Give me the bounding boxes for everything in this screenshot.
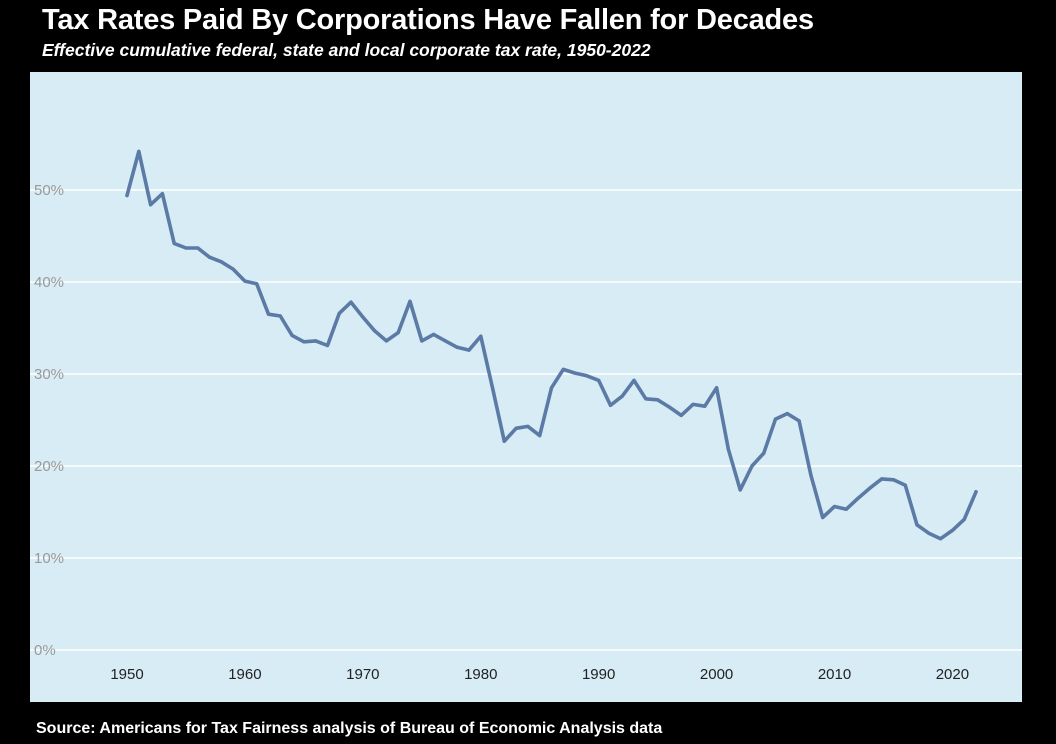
data-point-1960 (243, 279, 247, 283)
data-point-1996 (667, 405, 672, 409)
data-point-1979 (467, 348, 471, 352)
data-point-2000 (715, 386, 719, 390)
data-point-1967 (325, 343, 330, 348)
data-point-1970 (361, 315, 365, 319)
x-tick-label: 2020 (936, 666, 969, 683)
data-point-2019 (939, 537, 943, 541)
data-point-1990 (597, 378, 601, 382)
plot-panel (30, 72, 1022, 702)
source-note: Source: Americans for Tax Fairness analy… (36, 720, 663, 737)
data-point-1957 (207, 255, 212, 259)
data-point-1986 (549, 386, 554, 390)
data-point-1964 (290, 333, 294, 337)
data-point-1952 (149, 203, 153, 207)
data-point-1965 (302, 340, 306, 344)
data-point-1951 (137, 149, 141, 153)
data-point-1987 (561, 367, 565, 371)
gridlines (30, 189, 1022, 651)
data-point-2006 (785, 412, 789, 416)
data-point-1985 (538, 434, 542, 438)
data-point-1999 (703, 404, 707, 408)
data-point-1971 (373, 329, 377, 333)
data-point-1994 (644, 397, 648, 401)
data-point-1966 (314, 339, 318, 343)
data-point-1995 (656, 398, 660, 402)
data-point-2005 (773, 417, 778, 421)
x-tick-label: 1980 (464, 666, 497, 683)
series-line-0 (125, 149, 978, 541)
data-point-1974 (408, 299, 412, 303)
data-point-1956 (196, 246, 200, 250)
chart-title: Tax Rates Paid By Corporations Have Fall… (42, 4, 814, 36)
chart-subtitle: Effective cumulative federal, state and … (42, 40, 651, 60)
data-point-2015 (891, 478, 896, 482)
data-point-1980 (479, 334, 483, 338)
y-tick-label: 10% (34, 550, 64, 567)
y-axis-tick-labels: 0% 10% 20% 30% 40% 50% (34, 182, 64, 659)
data-point-1984 (526, 424, 530, 428)
x-tick-label: 1970 (346, 666, 379, 683)
x-tick-label: 1960 (228, 666, 261, 683)
data-point-1998 (691, 402, 695, 406)
data-point-2007 (797, 419, 801, 423)
data-point-2016 (903, 483, 907, 487)
data-point-2012 (856, 496, 860, 500)
data-point-2017 (915, 523, 919, 527)
data-point-1958 (219, 260, 223, 264)
data-point-1962 (266, 312, 271, 316)
y-tick-label: 0% (34, 642, 56, 659)
data-point-2013 (868, 486, 872, 490)
x-tick-label: 2000 (700, 666, 733, 683)
data-point-2021 (962, 517, 966, 522)
data-point-1961 (255, 282, 259, 286)
data-point-2002 (738, 488, 742, 492)
data-point-1993 (632, 378, 636, 382)
data-point-1953 (160, 192, 164, 196)
data-point-2001 (726, 447, 731, 451)
data-point-2009 (821, 515, 825, 520)
data-point-2020 (950, 528, 955, 533)
data-point-1976 (432, 332, 436, 336)
data-point-1963 (278, 314, 282, 318)
data-point-1975 (420, 339, 424, 343)
data-point-2010 (832, 504, 837, 509)
data-point-1992 (620, 394, 624, 398)
data-point-2018 (927, 531, 931, 535)
data-point-2004 (762, 451, 766, 455)
data-point-1954 (172, 241, 176, 245)
data-point-1981 (490, 386, 495, 390)
data-point-1977 (443, 339, 447, 343)
data-point-1988 (573, 371, 577, 375)
series-layer (125, 149, 978, 541)
data-point-1989 (585, 374, 589, 378)
data-point-1978 (455, 345, 459, 349)
data-point-1972 (384, 339, 388, 343)
data-point-1973 (396, 331, 400, 335)
y-tick-label: 20% (34, 458, 64, 475)
x-tick-label: 2010 (818, 666, 851, 683)
data-point-1997 (679, 413, 683, 417)
data-point-1991 (608, 403, 613, 407)
data-point-2011 (844, 507, 848, 511)
data-point-1959 (231, 267, 235, 271)
data-point-2014 (880, 477, 884, 481)
x-axis-tick-labels: 1950 1960 1970 1980 1990 2000 2010 2020 (110, 666, 969, 683)
data-point-1969 (349, 300, 353, 304)
y-tick-label: 40% (34, 274, 64, 291)
y-tick-label: 30% (34, 366, 64, 383)
data-point-1982 (502, 439, 506, 443)
data-point-1983 (514, 426, 518, 430)
data-point-2022 (974, 490, 978, 494)
x-tick-label: 1990 (582, 666, 615, 683)
data-point-2008 (809, 473, 813, 477)
y-tick-label: 50% (34, 182, 64, 199)
data-point-1968 (337, 311, 341, 315)
data-point-2003 (750, 464, 754, 468)
data-point-1955 (184, 246, 188, 250)
data-point-1950 (125, 193, 129, 198)
x-tick-label: 1950 (110, 666, 143, 683)
